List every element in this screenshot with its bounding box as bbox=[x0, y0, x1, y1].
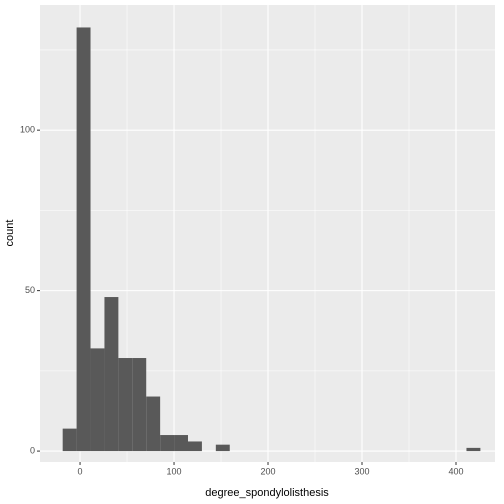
y-tick-label: 0 bbox=[30, 445, 35, 455]
bar bbox=[104, 297, 119, 452]
x-tick-label: 200 bbox=[261, 466, 276, 476]
y-tick-label: 50 bbox=[25, 285, 35, 295]
x-tick-label: 0 bbox=[78, 466, 83, 476]
bar bbox=[62, 428, 77, 452]
x-tick-label: 100 bbox=[167, 466, 182, 476]
y-axis-title: count bbox=[4, 220, 16, 247]
bar bbox=[132, 358, 147, 452]
bar bbox=[174, 435, 188, 452]
x-tick-label: 300 bbox=[354, 466, 369, 476]
x-axis-title: degree_spondylolisthesis bbox=[205, 487, 329, 499]
bar bbox=[215, 444, 230, 452]
y-tick-label: 100 bbox=[20, 125, 35, 135]
bar bbox=[90, 348, 105, 452]
bar bbox=[118, 358, 133, 452]
bar bbox=[160, 435, 175, 452]
x-tick-label: 400 bbox=[448, 466, 463, 476]
bar bbox=[76, 27, 91, 452]
bar bbox=[466, 447, 481, 452]
bar bbox=[146, 396, 161, 452]
bar bbox=[187, 441, 202, 452]
